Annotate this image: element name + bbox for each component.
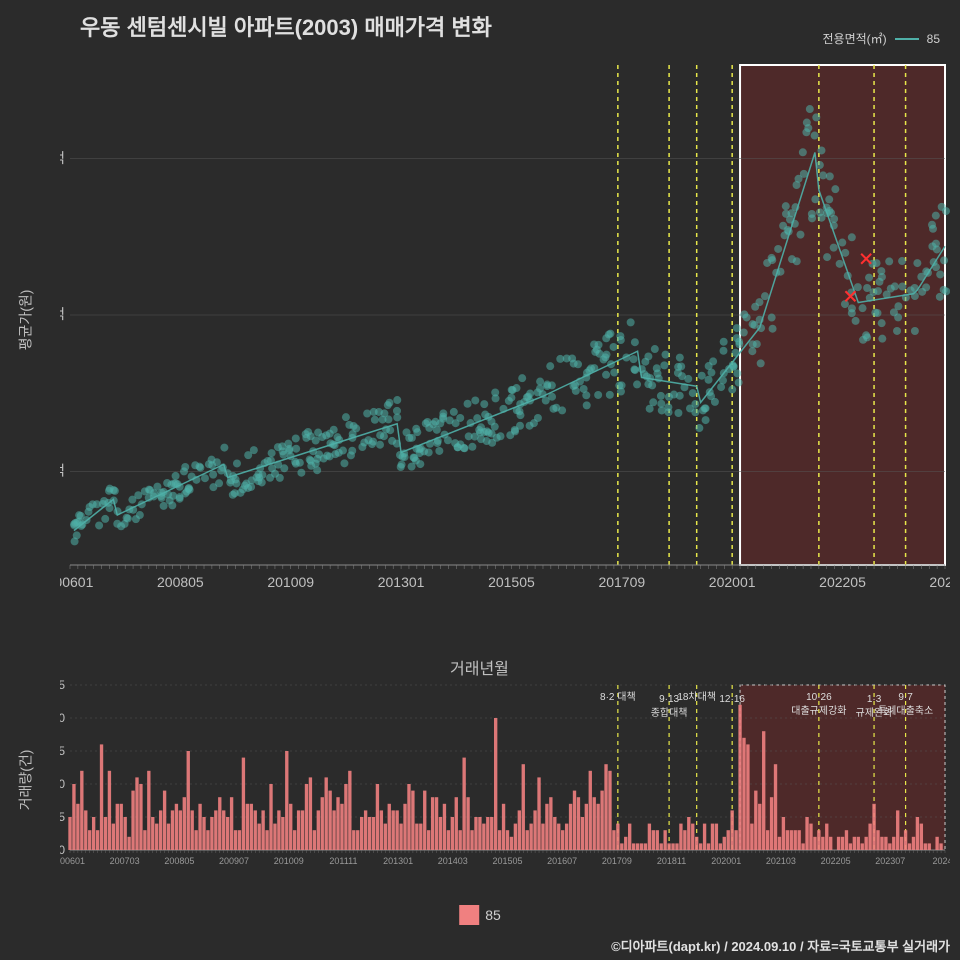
svg-text:18차대책: 18차대책: [677, 691, 716, 703]
bar-chart: 0 5 10 15 20 25 200601 200703 200805 200907 201009…: [60, 680, 950, 870]
legend-swatch: [459, 905, 479, 925]
legend-bottom-value: 85: [485, 907, 501, 923]
svg-text:201811: 201811: [657, 856, 686, 866]
footer-credit: ©디아파트(dapt.kr) / 2024.09.10 / 자료=국토교통부 실…: [611, 936, 950, 955]
svg-text:10·26: 10·26: [806, 692, 832, 703]
svg-text:25: 25: [60, 680, 65, 692]
scatter-chart: 2.5억 5억 7.5억 200601 200805 201009 201301 201505…: [60, 55, 950, 625]
svg-text:201505: 201505: [488, 574, 535, 590]
svg-text:201505: 201505: [492, 856, 522, 866]
svg-text:1·3: 1·3: [867, 694, 882, 705]
legend-top-label: 전용면적(㎡): [822, 30, 886, 47]
svg-text:201301: 201301: [383, 856, 413, 866]
svg-text:201709: 201709: [598, 574, 645, 590]
svg-text:201009: 201009: [274, 856, 304, 866]
svg-text:0: 0: [60, 843, 65, 857]
svg-text:특례대출축소: 특례대출축소: [878, 705, 933, 717]
svg-text:202205: 202205: [819, 574, 866, 590]
svg-text:202001: 202001: [711, 856, 741, 866]
svg-text:9·7: 9·7: [898, 692, 913, 703]
svg-text:201009: 201009: [267, 574, 314, 590]
svg-text:202103: 202103: [766, 856, 796, 866]
svg-text:2.5억: 2.5억: [60, 462, 65, 478]
svg-text:대출규제강화: 대출규제강화: [791, 705, 846, 717]
svg-text:5: 5: [60, 810, 65, 824]
svg-text:12·16: 12·16: [719, 694, 745, 705]
svg-text:202307: 202307: [875, 856, 905, 866]
svg-text:201607: 201607: [547, 856, 577, 866]
svg-text:200703: 200703: [110, 856, 140, 866]
legend-top-value: 85: [927, 32, 940, 46]
legend-line-swatch: [895, 38, 919, 40]
svg-text:7.5억: 7.5억: [60, 150, 65, 166]
svg-text:종합대책: 종합대책: [651, 707, 688, 719]
bar-y-label: 거래량(건): [15, 750, 35, 811]
svg-text:200805: 200805: [164, 856, 194, 866]
svg-text:200907: 200907: [219, 856, 249, 866]
svg-text:15: 15: [60, 744, 65, 758]
svg-text:201301: 201301: [378, 574, 425, 590]
svg-text:2024: 2024: [929, 574, 950, 590]
svg-text:20240: 20240: [932, 856, 950, 866]
legend-top: 전용면적(㎡) 85: [822, 30, 940, 47]
svg-text:20: 20: [60, 711, 65, 725]
svg-text:201111: 201111: [329, 856, 357, 866]
svg-text:200601: 200601: [60, 574, 94, 590]
svg-text:8·2 대책: 8·2 대책: [600, 691, 636, 703]
svg-text:201403: 201403: [438, 856, 468, 866]
scatter-x-label: 거래년월: [450, 655, 509, 679]
svg-text:201709: 201709: [602, 856, 632, 866]
svg-text:202205: 202205: [821, 856, 851, 866]
chart-title: 우동 센텀센시빌 아파트(2003) 매매가격 변화: [80, 10, 492, 42]
svg-text:200805: 200805: [157, 574, 204, 590]
scatter-y-label: 평균가(원): [15, 290, 35, 351]
svg-text:200601: 200601: [60, 856, 85, 866]
legend-bottom: 85: [459, 905, 501, 925]
svg-text:10: 10: [60, 777, 65, 791]
svg-text:5억: 5억: [60, 306, 65, 322]
svg-text:202001: 202001: [709, 574, 756, 590]
